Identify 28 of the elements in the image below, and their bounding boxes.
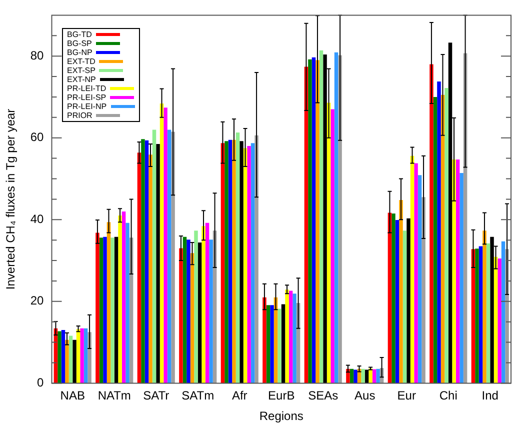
y-tick-label: 0	[37, 376, 44, 390]
x-axis-title: Regions	[259, 409, 304, 424]
legend-label: PR-LEI-SP	[67, 93, 106, 102]
legend-label: EXT-NP	[67, 75, 96, 84]
y-tick-label: 60	[30, 130, 44, 144]
y-axis-title: Inverted CH₄ fluxes in Tg per year	[4, 108, 18, 290]
legend-label: BG-SP	[67, 39, 92, 48]
x-tick-label: Aus	[354, 388, 376, 403]
x-tick-label: Chi	[439, 388, 458, 403]
legend-label: EXT-TD	[67, 57, 96, 66]
x-tick-label: SATm	[182, 388, 214, 403]
legend-label: PRIOR	[67, 111, 92, 120]
y-tick-label: 80	[30, 48, 44, 62]
legend-label: BG-NP	[67, 48, 92, 57]
y-tick-label: 20	[30, 294, 44, 308]
x-tick-label: Eur	[397, 388, 416, 403]
legend-label: EXT-SP	[67, 66, 96, 75]
x-tick-label: NAB	[60, 388, 85, 403]
x-tick-label: Afr	[232, 388, 248, 403]
x-tick-label: SEAs	[308, 388, 338, 403]
x-tick-label: EurB	[268, 388, 295, 403]
x-tick-label: Ind	[482, 388, 498, 403]
legend-label: PR-LEI-NP	[67, 102, 107, 111]
x-tick-label: NATm	[98, 388, 131, 403]
y-tick-label: 40	[30, 212, 44, 226]
legend-label: BG-TD	[67, 30, 92, 39]
x-tick-label: SATr	[143, 388, 170, 403]
legend-label: PR-LEI-TD	[67, 84, 106, 93]
